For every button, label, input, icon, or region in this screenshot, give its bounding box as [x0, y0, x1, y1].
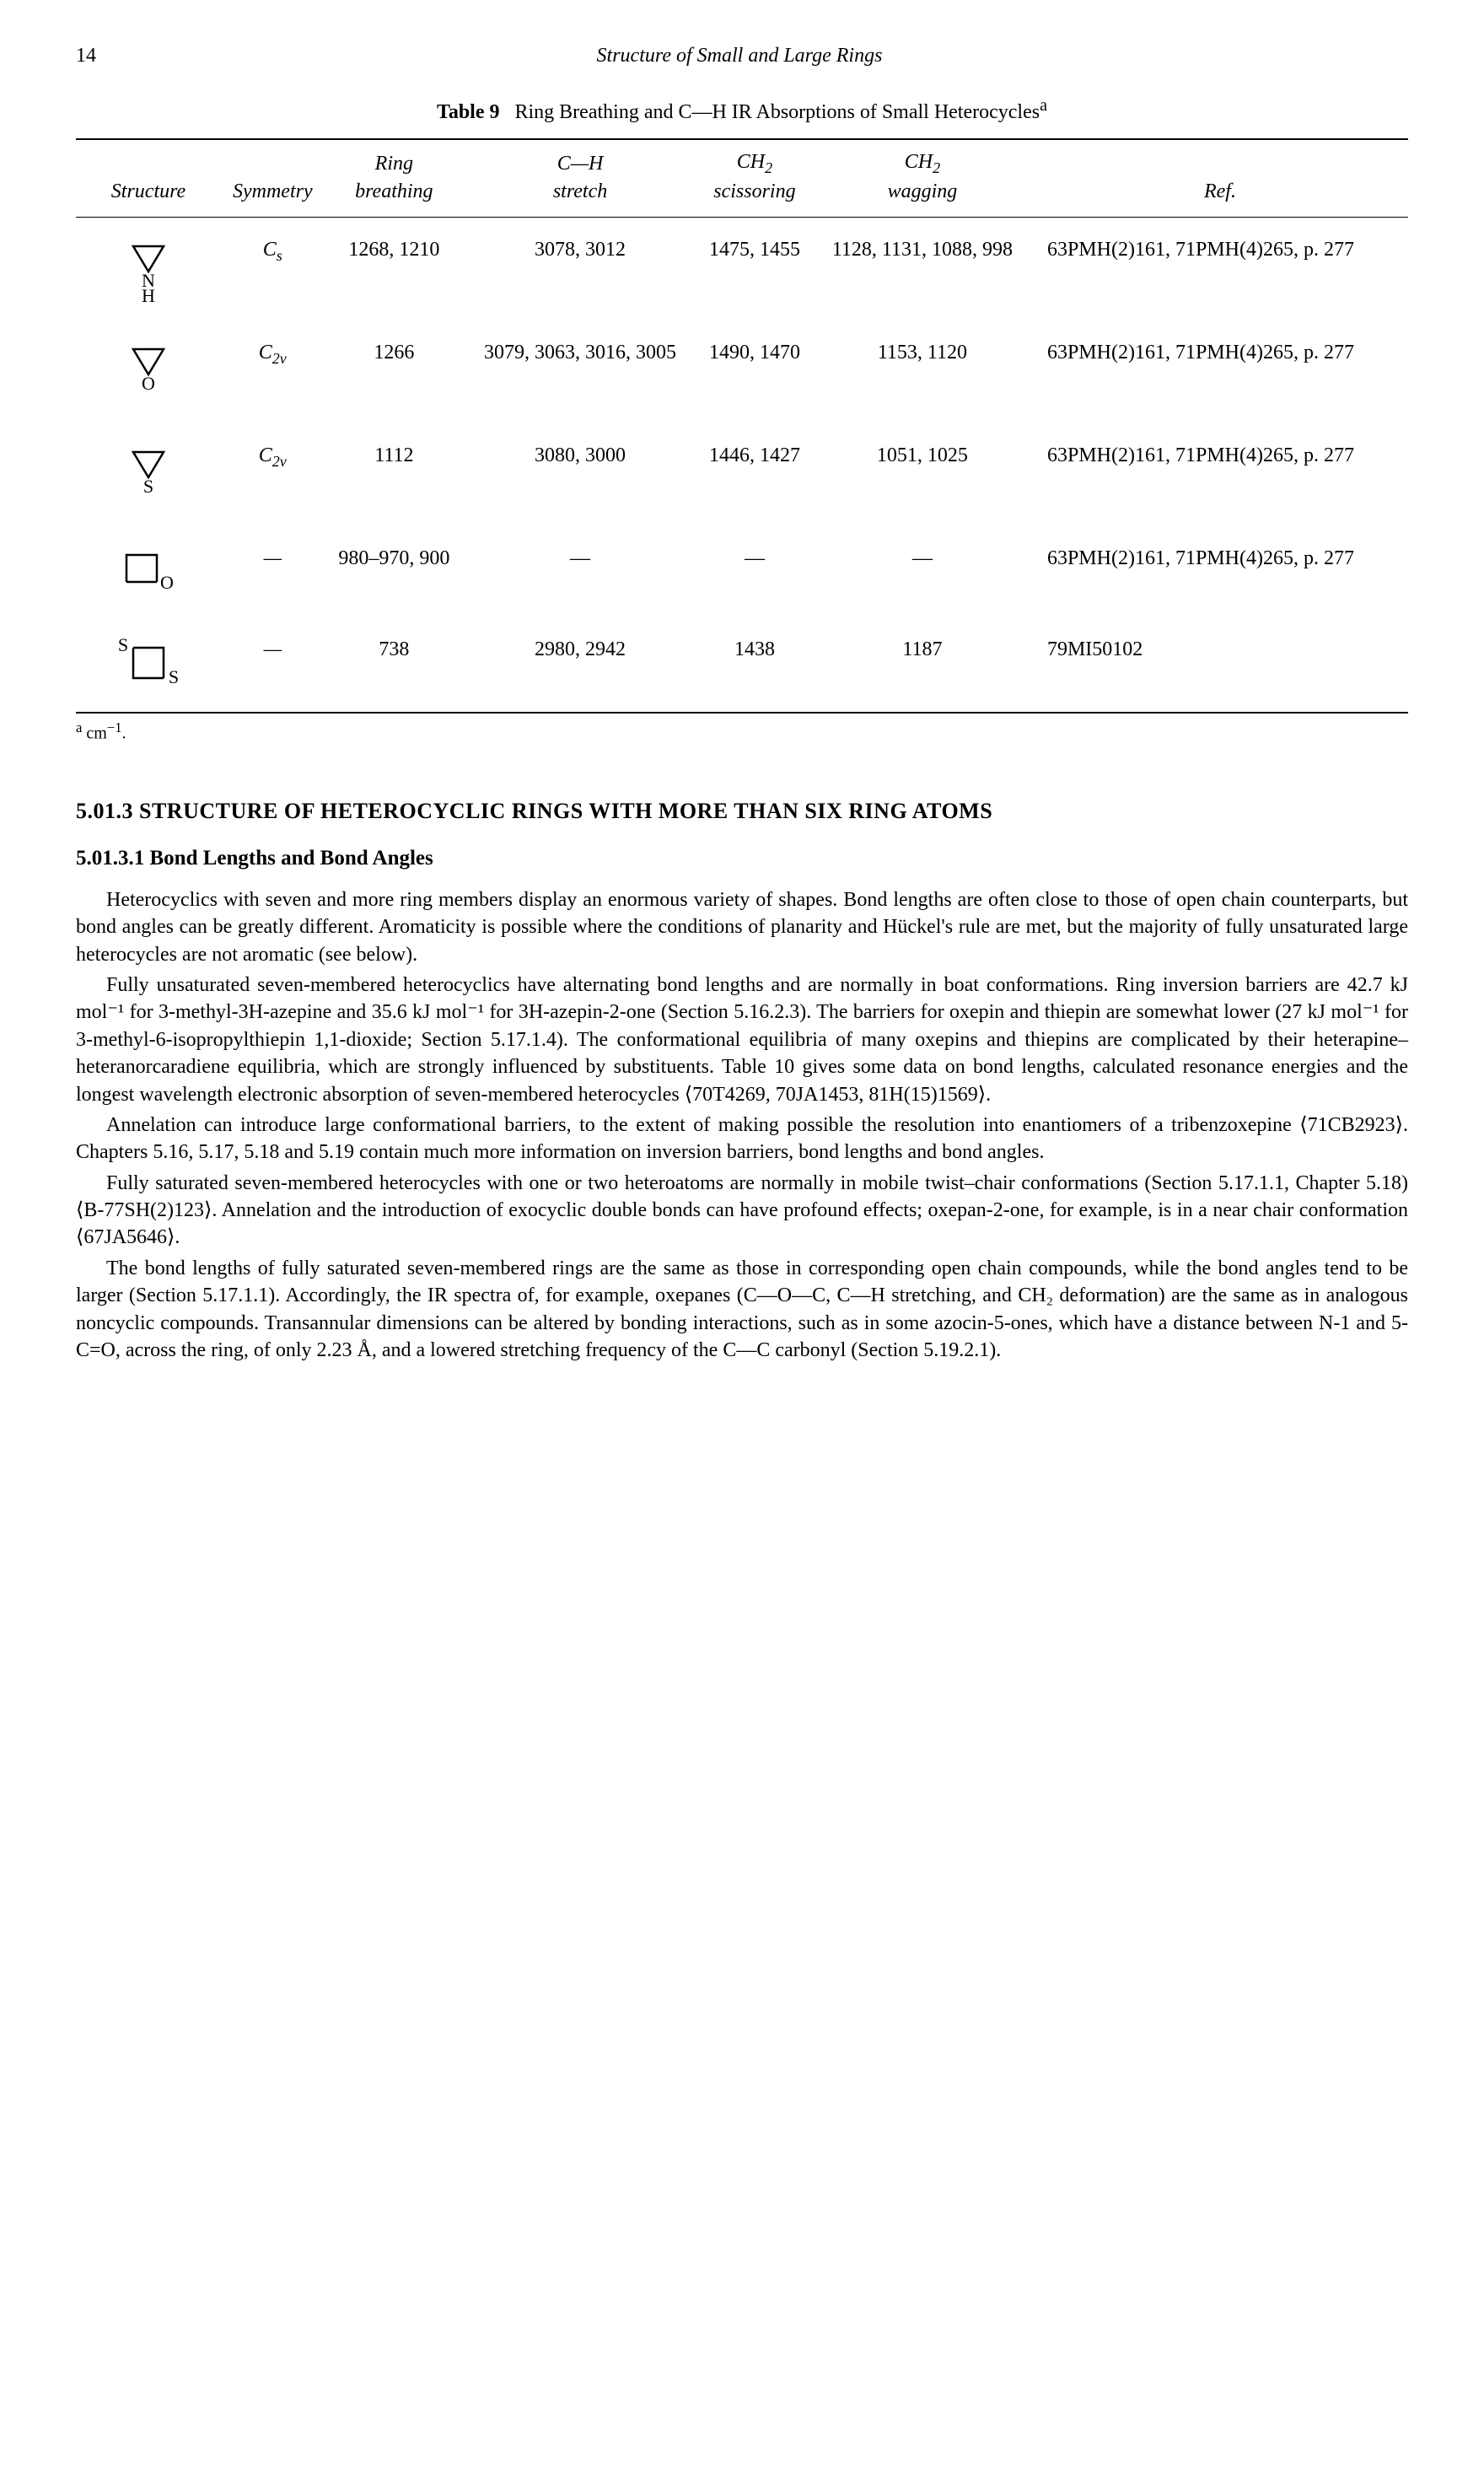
table-row: N H Cs 1268, 1210 3078, 3012 1475, 1455 … [76, 218, 1408, 321]
subsection-heading: 5.01.3.1 Bond Lengths and Bond Angles [76, 844, 1408, 873]
table-caption: Table 9 Ring Breathing and C—H IR Absorp… [76, 94, 1408, 126]
table-label: Table 9 [437, 101, 499, 123]
svg-text:S: S [169, 666, 179, 687]
ch2-scissoring-value: 1438 [696, 617, 813, 713]
section-heading: 5.01.3 STRUCTURE OF HETEROCYCLIC RINGS W… [76, 796, 1408, 826]
ch2-wagging-value: 1128, 1131, 1088, 998 [813, 218, 1032, 321]
symmetry-value: C2v [221, 423, 325, 526]
paragraph-1: Heterocyclics with seven and more ring m… [76, 886, 1408, 968]
table-row: S S — 738 2980, 2942 1438 1187 79MI50102 [76, 617, 1408, 713]
structure-icon: O [76, 320, 221, 423]
header-spacer [1383, 42, 1408, 69]
table-caption-text: Ring Breathing and C—H IR Absorptions of… [515, 101, 1040, 123]
ref-value: 63PMH(2)161, 71PMH(4)265, p. 277 [1032, 526, 1408, 617]
col-symmetry: Symmetry [221, 139, 325, 218]
col-ch2-wagging: CH2 wagging [813, 139, 1032, 218]
symmetry-value: — [221, 526, 325, 617]
symmetry-value: Cs [221, 218, 325, 321]
ch2-wagging-value: 1051, 1025 [813, 423, 1032, 526]
ch2-wagging-value: 1187 [813, 617, 1032, 713]
ring-breathing-value: 1268, 1210 [325, 218, 465, 321]
ring-breathing-value: 980–970, 900 [325, 526, 465, 617]
ref-value: 63PMH(2)161, 71PMH(4)265, p. 277 [1032, 320, 1408, 423]
table-row: O — 980–970, 900 — — — 63PMH(2)161, 71PM… [76, 526, 1408, 617]
ch2-scissoring-value: 1475, 1455 [696, 218, 813, 321]
col-structure: Structure [76, 139, 221, 218]
ring-breathing-value: 1266 [325, 320, 465, 423]
ch2-scissoring-value: 1446, 1427 [696, 423, 813, 526]
ch-stretch-value: 3078, 3012 [464, 218, 696, 321]
ch2-scissoring-value: — [696, 526, 813, 617]
paragraph-3: Annelation can introduce large conformat… [76, 1112, 1408, 1166]
running-title: Structure of Small and Large Rings [96, 42, 1383, 69]
structure-icon: S [76, 423, 221, 526]
col-ref: Ref. [1032, 139, 1408, 218]
ch2-wagging-value: — [813, 526, 1032, 617]
ch2-scissoring-value: 1490, 1470 [696, 320, 813, 423]
ref-value: 63PMH(2)161, 71PMH(4)265, p. 277 [1032, 423, 1408, 526]
col-ch-stretch: C—H stretch [464, 139, 696, 218]
svg-text:S: S [143, 476, 153, 497]
ring-breathing-value: 738 [325, 617, 465, 713]
col-ch2-scissoring: CH2 scissoring [696, 139, 813, 218]
ch-stretch-value: 2980, 2942 [464, 617, 696, 713]
ir-absorption-table: Structure Symmetry Ring breathing C—H st… [76, 138, 1408, 714]
page-number: 14 [76, 42, 96, 69]
symmetry-value: C2v [221, 320, 325, 423]
paragraph-4: Fully saturated seven-membered heterocyc… [76, 1170, 1408, 1252]
table-caption-sup: a [1040, 96, 1047, 115]
table-footnote: a cm−1. [76, 719, 1408, 746]
svg-text:S: S [118, 636, 128, 655]
table-row: S C2v 1112 3080, 3000 1446, 1427 1051, 1… [76, 423, 1408, 526]
ch-stretch-value: — [464, 526, 696, 617]
structure-icon: N H [76, 218, 221, 321]
paragraph-5: The bond lengths of fully saturated seve… [76, 1255, 1408, 1365]
svg-text:O: O [142, 373, 155, 394]
ch-stretch-value: 3080, 3000 [464, 423, 696, 526]
ref-value: 79MI50102 [1032, 617, 1408, 713]
structure-icon: S S [76, 617, 221, 713]
svg-text:O: O [160, 572, 174, 593]
col-ring-breathing: Ring breathing [325, 139, 465, 218]
table-body: N H Cs 1268, 1210 3078, 3012 1475, 1455 … [76, 218, 1408, 714]
svg-text:H: H [142, 285, 155, 302]
table-row: O C2v 1266 3079, 3063, 3016, 3005 1490, … [76, 320, 1408, 423]
structure-icon: O [76, 526, 221, 617]
ring-breathing-value: 1112 [325, 423, 465, 526]
page-header: 14 Structure of Small and Large Rings [76, 42, 1408, 69]
ch-stretch-value: 3079, 3063, 3016, 3005 [464, 320, 696, 423]
symmetry-value: — [221, 617, 325, 713]
paragraph-2: Fully unsaturated seven-membered heteroc… [76, 972, 1408, 1108]
ref-value: 63PMH(2)161, 71PMH(4)265, p. 277 [1032, 218, 1408, 321]
ch2-wagging-value: 1153, 1120 [813, 320, 1032, 423]
